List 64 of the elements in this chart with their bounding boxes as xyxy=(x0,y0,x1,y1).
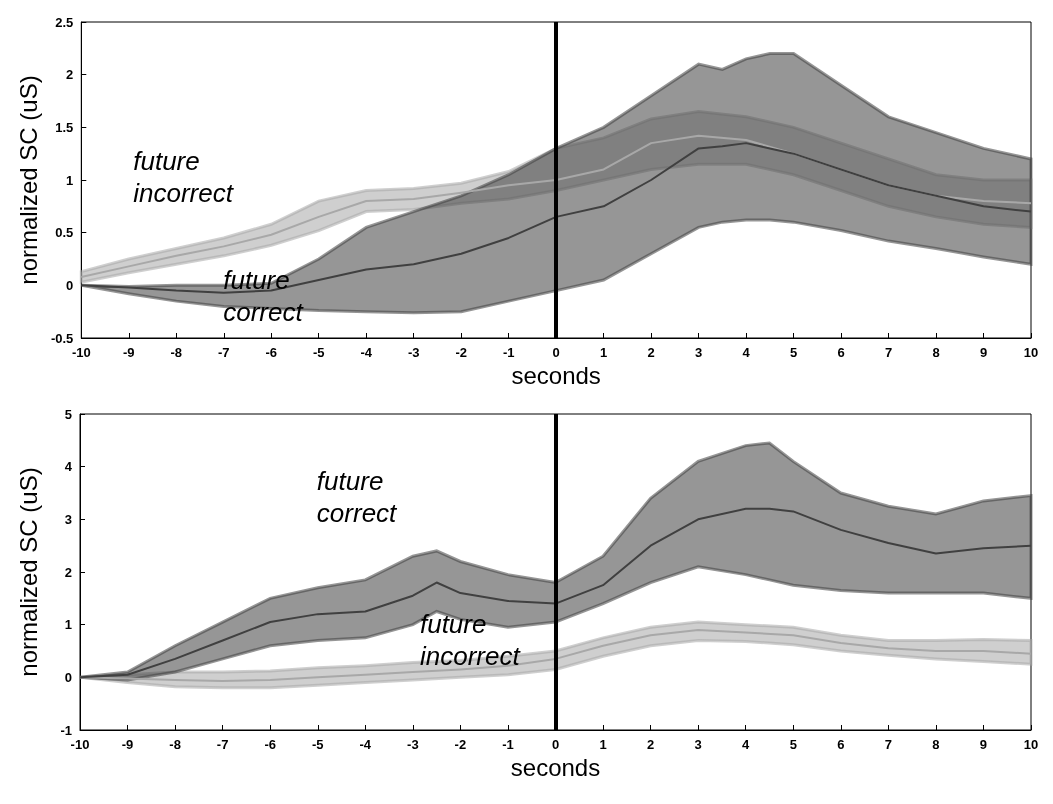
y-tick-label: 2 xyxy=(64,564,72,580)
x-tick-label: 4 xyxy=(742,737,751,752)
x-tick-label: 2 xyxy=(646,737,655,752)
x-tick-label: -6 xyxy=(265,345,278,360)
x-tick-label: -7 xyxy=(216,737,229,752)
x-tick-label: -8 xyxy=(170,345,183,360)
x-tick-label: -5 xyxy=(311,737,324,752)
y-axis-title: normalized SC (uS) xyxy=(14,75,42,285)
x-tick-label: 3 xyxy=(694,345,703,360)
x-tick-label: -6 xyxy=(264,737,276,752)
y-tick-label: -1 xyxy=(60,722,72,738)
x-tick-label: -4 xyxy=(360,345,373,360)
x-tick-label: 3 xyxy=(694,737,702,752)
x-tick-label: -10 xyxy=(70,737,90,752)
y-tick-label: 4 xyxy=(64,459,73,475)
x-tick-label: 10 xyxy=(1023,737,1039,752)
x-tick-label: 2 xyxy=(647,345,655,360)
x-tick-label: -1 xyxy=(502,737,514,752)
y-tick-label: 1.5 xyxy=(55,119,74,135)
x-tick-label: 1 xyxy=(600,345,608,360)
y-tick-label: 0.5 xyxy=(55,225,74,241)
x-tick-label: -2 xyxy=(454,737,467,752)
x-tick-label: -4 xyxy=(359,737,372,752)
y-tick-label: 0 xyxy=(66,277,74,293)
x-tick-label: 0 xyxy=(551,737,560,752)
y-axis-title: normalized SC (uS) xyxy=(14,467,42,677)
y-tick-label: 3 xyxy=(64,511,72,527)
x-tick-label: 8 xyxy=(932,345,940,360)
x-tick-label: -10 xyxy=(71,345,91,360)
x-tick-label: -3 xyxy=(407,737,419,752)
x-tick-label: 7 xyxy=(884,345,893,360)
annotation: future incorrect xyxy=(133,145,235,208)
x-tick-label: 7 xyxy=(884,737,892,752)
line-series xyxy=(79,507,1032,679)
x-tick-label: -7 xyxy=(217,345,230,360)
x-tick-label: 6 xyxy=(837,345,845,360)
x-tick-label: 10 xyxy=(1023,345,1039,360)
y-tick-label: -0.5 xyxy=(50,330,74,346)
x-tick-label: 9 xyxy=(979,345,988,360)
annotation: future incorrect xyxy=(419,608,522,671)
x-tick-label: 1 xyxy=(599,737,607,752)
x-tick-label: -2 xyxy=(455,345,467,360)
x-tick-label: -9 xyxy=(123,345,135,360)
x-tick-label: 4 xyxy=(742,345,751,360)
x-tick-label: -8 xyxy=(169,737,181,752)
x-tick-label: 6 xyxy=(837,737,845,752)
x-tick-label: -5 xyxy=(312,345,325,360)
y-tick-label: 2.5 xyxy=(55,14,74,30)
x-tick-label: -1 xyxy=(502,345,515,360)
y-tick-label: 1 xyxy=(64,617,72,633)
x-tick-label: 8 xyxy=(932,737,940,752)
x-tick-label: -9 xyxy=(121,737,134,752)
x-tick-label: 0 xyxy=(552,345,560,360)
y-tick-label: 2 xyxy=(66,67,74,83)
x-tick-label: 5 xyxy=(789,737,797,752)
x-axis-title: seconds xyxy=(511,362,601,390)
y-tick-label: 5 xyxy=(64,406,72,422)
x-tick-label: 9 xyxy=(979,737,988,752)
y-tick-label: 0 xyxy=(64,669,72,685)
annotation: future correct xyxy=(316,466,399,529)
y-tick-label: 1 xyxy=(66,172,74,188)
x-axis-title: seconds xyxy=(510,754,601,782)
x-tick-label: -3 xyxy=(407,345,420,360)
x-tick-label: 5 xyxy=(789,345,798,360)
